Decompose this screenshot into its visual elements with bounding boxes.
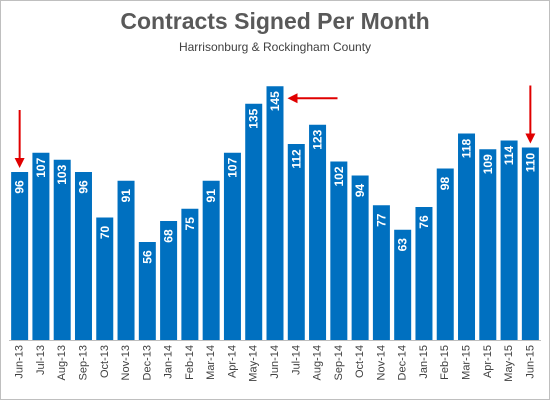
data-label: 77 — [374, 213, 388, 227]
bar — [436, 168, 454, 340]
bar — [521, 147, 539, 340]
bar — [138, 242, 156, 340]
data-label: 56 — [140, 250, 154, 264]
data-label: 68 — [162, 229, 176, 243]
data-label: 112 — [289, 149, 303, 169]
x-tick-label: Jun-13 — [14, 345, 26, 379]
annotation-arrow — [14, 110, 25, 168]
bar — [415, 207, 433, 340]
x-tick-label: Nov-13 — [120, 345, 132, 380]
x-tick-label: Jul-14 — [290, 345, 302, 375]
x-tick-label: Apr-14 — [226, 345, 238, 378]
bar — [245, 103, 263, 340]
x-tick-label: May-15 — [503, 345, 515, 382]
chart-title: Contracts Signed Per Month — [120, 8, 430, 34]
bar — [32, 152, 50, 340]
bar — [117, 180, 135, 340]
bar — [394, 229, 412, 340]
data-label: 63 — [396, 238, 410, 252]
bar — [223, 152, 241, 340]
bar — [74, 172, 92, 340]
bar — [287, 144, 305, 340]
x-tick-label: Oct-14 — [354, 345, 366, 378]
x-tick-label: Sep-13 — [77, 345, 89, 380]
data-label: 145 — [268, 91, 282, 111]
data-label: 107 — [225, 157, 239, 177]
data-label: 94 — [353, 184, 367, 198]
x-tick-label: Apr-15 — [482, 345, 494, 378]
bar — [330, 161, 348, 340]
annotation-arrow — [287, 93, 338, 104]
x-tick-label: Jun-14 — [269, 345, 281, 379]
bar — [11, 172, 29, 340]
data-label: 107 — [34, 157, 48, 177]
data-label: 110 — [523, 152, 537, 172]
x-tick-label: Dec-14 — [397, 345, 409, 380]
annotation-arrow — [525, 85, 536, 144]
bar — [160, 221, 178, 340]
data-label: 114 — [502, 145, 516, 165]
x-tick-label: Aug-13 — [56, 345, 68, 380]
x-tick-label: Feb-14 — [184, 345, 196, 380]
x-tick-label: Nov-14 — [375, 345, 387, 380]
x-tick-label: Mar-15 — [461, 345, 473, 380]
bar — [96, 217, 114, 340]
x-tick-label: Sep-14 — [333, 345, 345, 380]
data-label: 109 — [481, 154, 495, 174]
bar — [479, 149, 497, 340]
bar — [266, 86, 284, 340]
x-tick-label: Oct-13 — [99, 345, 111, 378]
bar — [458, 133, 476, 340]
data-label: 70 — [98, 226, 112, 240]
bar — [202, 180, 220, 340]
x-tick-label: Feb-15 — [439, 345, 451, 380]
data-label: 98 — [438, 177, 452, 191]
x-tick-label: Aug-14 — [312, 345, 324, 380]
data-label: 96 — [13, 180, 27, 194]
bar — [53, 159, 71, 340]
data-label: 96 — [76, 180, 90, 194]
x-tick-label: Jun-15 — [524, 345, 536, 379]
bar — [500, 140, 518, 340]
data-label: 75 — [183, 217, 197, 231]
x-tick-label: Dec-13 — [141, 345, 153, 380]
data-label: 123 — [311, 129, 325, 149]
bar — [372, 205, 390, 340]
x-tick-label: Jan-15 — [418, 345, 430, 379]
x-tick-label: Jul-13 — [35, 345, 47, 375]
data-label: 91 — [119, 189, 133, 203]
data-label: 118 — [460, 138, 474, 158]
data-label: 135 — [247, 108, 261, 128]
data-label: 76 — [417, 215, 431, 229]
bar — [351, 175, 369, 340]
bar — [181, 208, 199, 340]
data-label: 91 — [204, 189, 218, 203]
x-tick-label: Mar-14 — [205, 345, 217, 380]
bar — [309, 124, 327, 340]
x-tick-label: May-14 — [248, 345, 260, 382]
chart-subtitle: Harrisonburg & Rockingham County — [178, 40, 372, 54]
x-tick-label: Jan-14 — [163, 345, 175, 379]
data-label: 103 — [55, 164, 69, 184]
data-label: 102 — [332, 166, 346, 186]
